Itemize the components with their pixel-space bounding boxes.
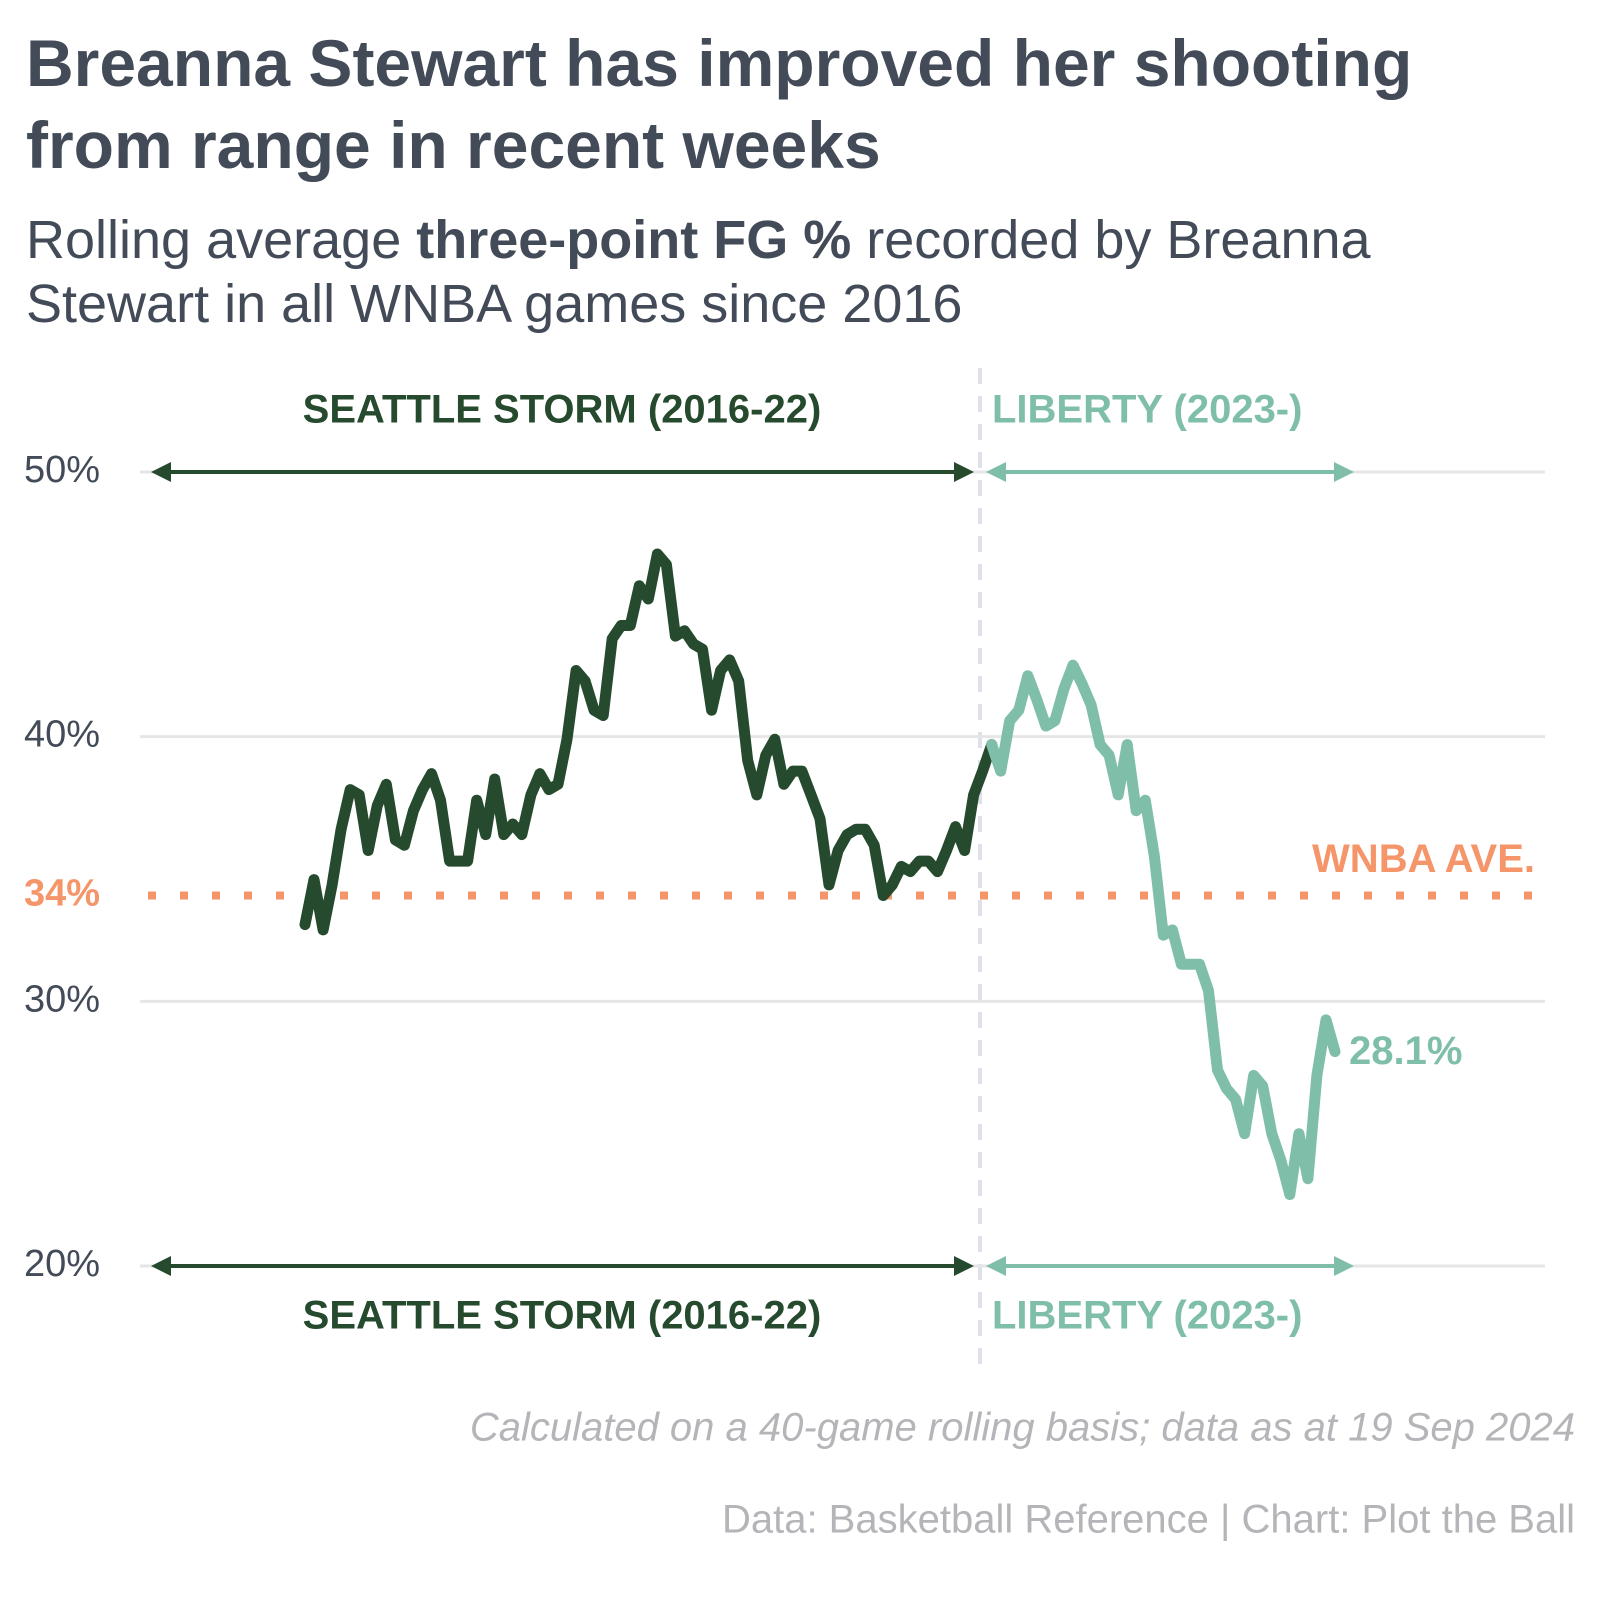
series-line	[299, 548, 998, 936]
era-label: SEATTLE STORM (2016-22)	[303, 388, 822, 432]
subtitle-bold: three-point FG %	[416, 210, 852, 270]
source: Data: Basketball Reference | Chart: Plot…	[722, 1498, 1575, 1542]
subtitle-text: Rolling average	[26, 210, 417, 270]
era-label: SEATTLE STORM (2016-22)	[303, 1294, 822, 1338]
y-tick-label: 20%	[24, 1243, 100, 1285]
chart-title: Breanna Stewart has improved her shootin…	[26, 26, 1413, 182]
y-tick-label: 50%	[24, 449, 100, 491]
y-tick-label: 30%	[24, 978, 100, 1020]
reference-label: WNBA AVE.	[1312, 837, 1535, 881]
value-label: 28.1%	[1349, 1029, 1462, 1073]
y-tick-label: 40%	[24, 714, 100, 756]
subtitle-text: recorded by Breanna Stewart in all WNBA …	[26, 210, 1371, 334]
chart-subtitle: Rolling average three-point FG % recorde…	[26, 208, 1506, 336]
footnote: Calculated on a 40-game rolling basis; d…	[470, 1406, 1575, 1450]
series-line	[986, 659, 1341, 1200]
era-label: LIBERTY (2023-)	[992, 1294, 1302, 1338]
reference-tick-label: 34%	[24, 872, 100, 914]
era-label: LIBERTY (2023-)	[992, 388, 1302, 432]
